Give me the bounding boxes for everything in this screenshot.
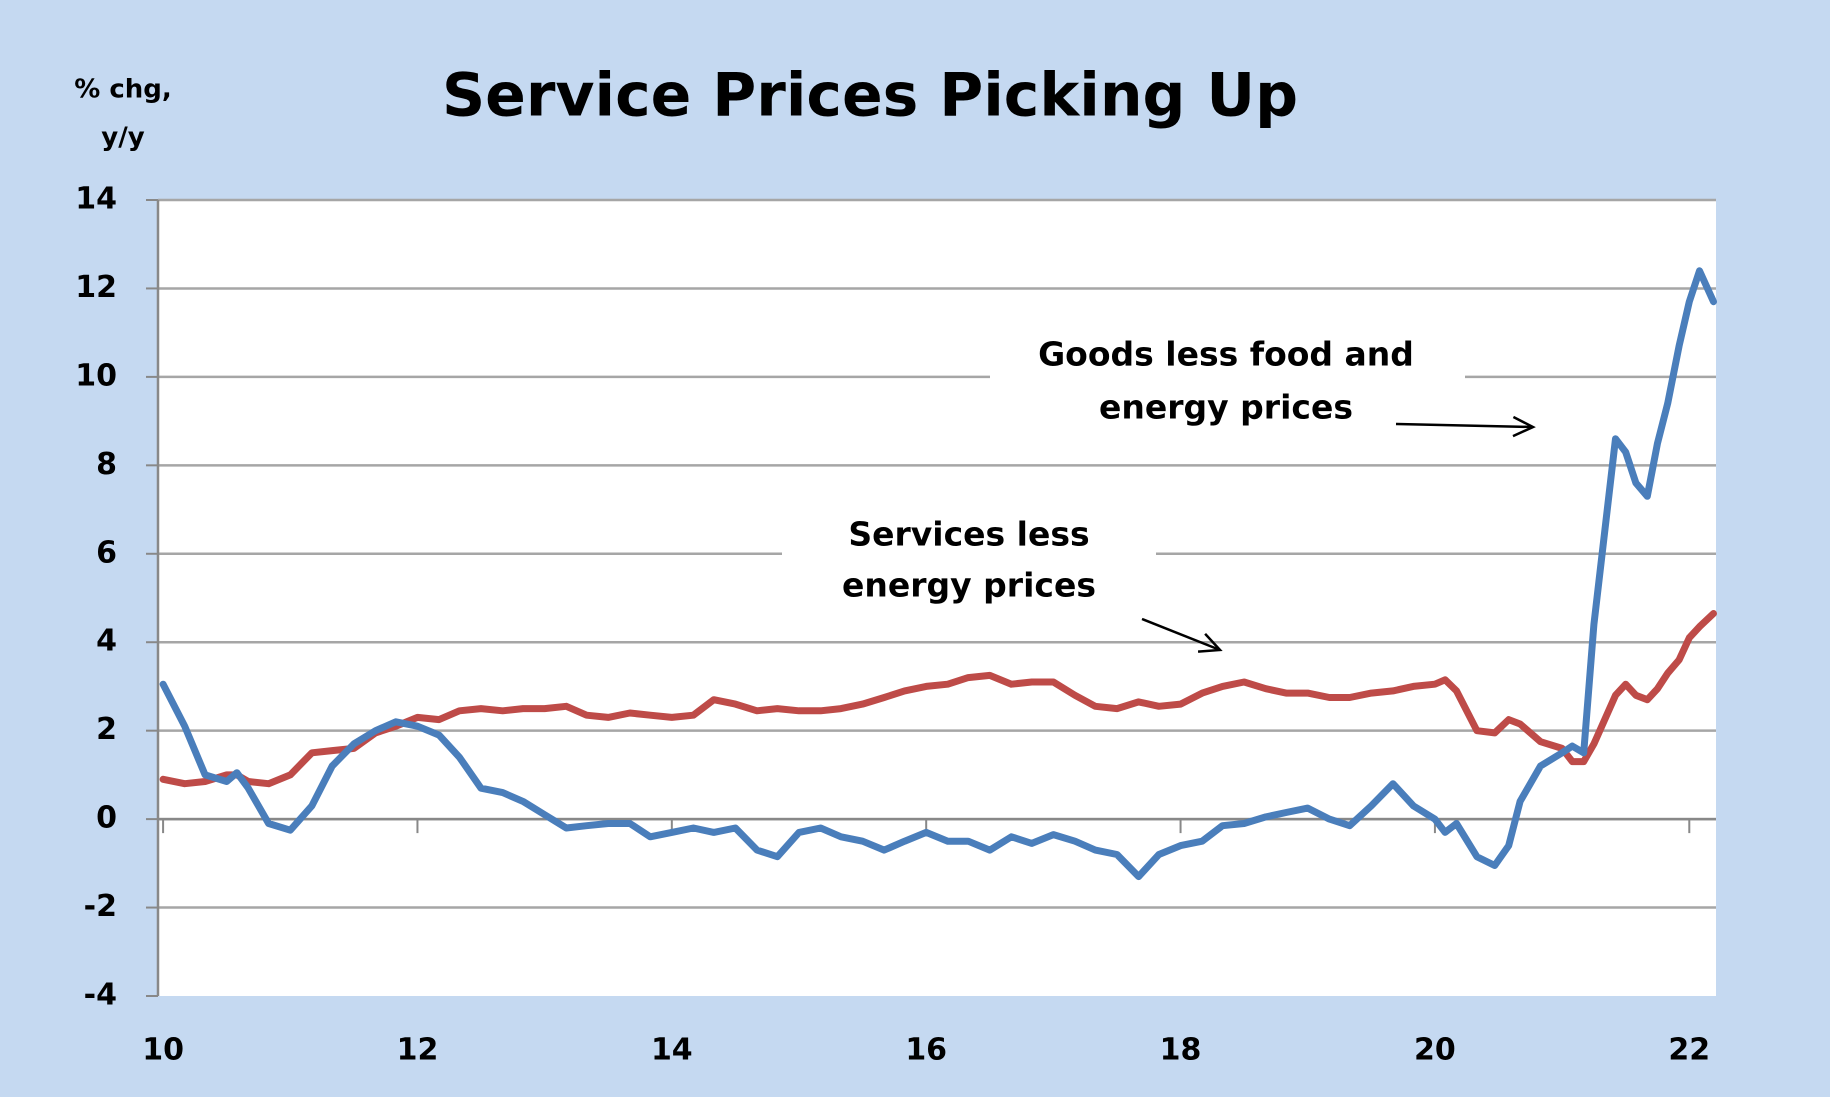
annotation-arrow: [1141, 617, 1221, 652]
y-tick-label: 2: [96, 712, 117, 747]
y-tick-label: -2: [84, 889, 117, 924]
x-tick-label: 14: [651, 1033, 693, 1068]
y-axis-label: % chg,: [74, 75, 172, 105]
y-tick-label: 12: [75, 270, 117, 305]
annotation-arrow: [1395, 422, 1534, 429]
annotation: energy prices: [1099, 388, 1353, 427]
x-tick-label: 20: [1414, 1033, 1456, 1068]
annotation: energy prices: [842, 566, 1096, 605]
series-line: [159, 267, 1717, 881]
arrow-head: [1512, 415, 1536, 438]
x-tick-label: 18: [1160, 1033, 1202, 1068]
x-tick-label: 22: [1668, 1033, 1710, 1068]
y-tick-label: 0: [96, 801, 117, 836]
chart-title: Service Prices Picking Up: [442, 61, 1298, 131]
x-tick-label: 16: [905, 1033, 947, 1068]
annotation-background: [782, 514, 1156, 586]
plot-area: [158, 200, 1716, 996]
arrow-head: [1197, 632, 1223, 653]
y-tick-label: 4: [96, 624, 117, 659]
y-tick-label: -4: [84, 978, 117, 1013]
annotation: Goods less food and: [1038, 335, 1414, 374]
x-tick-label: 12: [397, 1033, 439, 1068]
y-tick-label: 14: [75, 182, 117, 217]
x-tick-label: 10: [142, 1033, 184, 1068]
y-axis-label: y/y: [101, 123, 144, 153]
y-tick-label: 8: [96, 447, 117, 482]
y-tick-label: 6: [96, 535, 117, 570]
series-line: [159, 610, 1717, 788]
y-tick-label: 10: [75, 358, 117, 393]
annotation-background: [990, 334, 1465, 414]
annotation: Services less: [848, 515, 1089, 554]
